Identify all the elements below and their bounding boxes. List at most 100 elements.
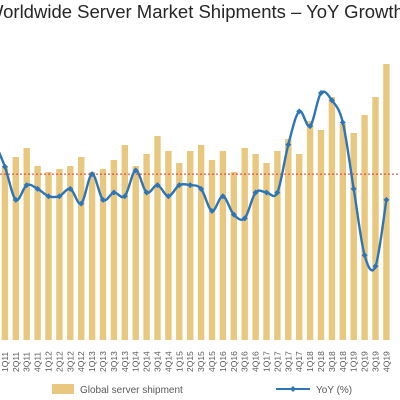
yoy-point-3Q12 (67, 185, 74, 192)
x-tick-2Q15: 2Q15 (185, 351, 195, 372)
bar-4Q14 (165, 151, 172, 340)
x-tick-3Q14: 3Q14 (153, 351, 163, 372)
legend-line-label: YoY (%) (316, 385, 352, 396)
yoy-point-4Q13 (121, 193, 128, 200)
bar-4Q15 (208, 160, 216, 340)
bar-4Q18 (339, 124, 346, 340)
x-tick-4Q18: 4Q18 (338, 351, 348, 372)
yoy-point-1Q12 (45, 193, 52, 200)
bar-1Q18 (306, 121, 314, 340)
bar-2Q19 (361, 115, 368, 340)
yoy-point-4Q11 (34, 185, 41, 192)
x-tick-4Q12: 4Q12 (76, 351, 86, 372)
yoy-point-2Q17 (274, 189, 281, 196)
x-tick-1Q14: 1Q14 (131, 351, 141, 372)
bar-3Q14 (154, 136, 161, 340)
x-tick-4Q11: 4Q11 (33, 352, 43, 372)
yoy-point-2Q11 (12, 196, 19, 203)
bar-3Q18 (328, 97, 336, 340)
yoy-point-1Q14 (132, 167, 139, 174)
x-tick-3Q16: 3Q16 (240, 351, 250, 372)
x-tick-4Q15: 4Q15 (207, 351, 217, 372)
bar-3Q19 (372, 97, 379, 340)
yoy-point-3Q11 (23, 182, 30, 189)
bar-4Q11 (34, 166, 41, 340)
x-tick-4Q19: 4Q19 (381, 351, 391, 372)
yoy-point-2Q18 (318, 89, 324, 96)
yoy-point-1Q18 (307, 123, 314, 130)
x-tick-2Q16: 2Q16 (229, 351, 239, 372)
yoy-point-2Q19 (361, 252, 368, 259)
yoy-point-3Q18 (328, 97, 335, 104)
yoy-point-3Q14 (154, 182, 161, 189)
yoy-point-3Q16 (241, 215, 248, 222)
bar-1Q15 (176, 163, 183, 340)
yoy-point-1Q15 (176, 182, 183, 189)
yoy-point-4Q16 (252, 189, 259, 196)
yoy-point-1Q19 (350, 185, 357, 192)
yoy-point-3Q17 (285, 141, 292, 148)
x-tick-1Q19: 1Q19 (349, 351, 359, 372)
yoy-point-3Q15 (198, 185, 205, 192)
yoy-point-1Q16 (219, 193, 226, 200)
yoy-point-2Q12 (56, 193, 63, 200)
x-tick-1Q15: 1Q15 (174, 351, 184, 372)
yoy-point-3Q19 (372, 263, 379, 270)
x-tick-3Q12: 3Q12 (65, 351, 75, 372)
bar-1Q13 (88, 172, 96, 340)
bar-1Q17 (263, 163, 270, 340)
legend: Global server shipment YoY (%) (52, 384, 352, 396)
bar-1Q12 (45, 172, 52, 340)
yoy-point-2Q15 (187, 182, 194, 189)
x-tick-4Q17: 4Q17 (294, 351, 304, 372)
bar-2Q16 (230, 172, 237, 340)
x-tick-1Q11: 1Q11 (0, 352, 10, 372)
bar-4Q17 (296, 154, 303, 340)
bar-2Q18 (317, 130, 325, 340)
bar-3Q11 (23, 148, 30, 340)
x-tick-2Q18: 2Q18 (316, 351, 326, 372)
x-tick-2Q12: 2Q12 (54, 351, 64, 372)
x-tick-1Q17: 1Q17 (262, 351, 272, 372)
bar-series (1, 64, 390, 340)
x-tick-4Q16: 4Q16 (251, 351, 261, 372)
x-tick-2Q19: 2Q19 (360, 351, 370, 372)
legend-line-marker (290, 386, 296, 392)
x-tick-3Q17: 3Q17 (283, 351, 293, 372)
chart-title: Worldwide Server Market Shipments – YoY … (0, 1, 400, 22)
bar-3Q13 (110, 160, 118, 340)
bar-4Q12 (78, 157, 85, 340)
x-tick-3Q18: 3Q18 (327, 351, 337, 372)
bar-3Q16 (241, 148, 248, 340)
x-tick-1Q16: 1Q16 (218, 351, 228, 372)
bar-3Q17 (285, 139, 292, 340)
x-tick-labels: 4Q101Q112Q113Q114Q111Q122Q123Q124Q121Q13… (0, 351, 391, 372)
x-tick-3Q19: 3Q19 (371, 351, 381, 372)
bar-1Q14 (132, 166, 139, 340)
legend-bar-label: Global server shipment (80, 385, 183, 396)
bar-2Q13 (99, 169, 107, 340)
bar-2Q17 (274, 151, 281, 340)
bar-2Q15 (187, 151, 194, 340)
x-tick-3Q13: 3Q13 (109, 351, 119, 372)
legend-bar-swatch (52, 384, 74, 394)
x-tick-4Q13: 4Q13 (120, 351, 130, 372)
yoy-point-4Q12 (78, 200, 85, 207)
yoy-point-1Q13 (89, 171, 96, 178)
yoy-point-2Q14 (143, 189, 150, 196)
x-tick-1Q13: 1Q13 (87, 351, 97, 372)
bar-2Q12 (56, 169, 63, 340)
bar-4Q13 (121, 145, 128, 340)
bar-2Q14 (143, 154, 150, 340)
x-tick-3Q15: 3Q15 (196, 351, 206, 372)
yoy-point-4Q17 (296, 108, 303, 115)
x-tick-2Q11: 2Q11 (11, 352, 21, 372)
x-tick-1Q18: 1Q18 (305, 351, 315, 372)
bar-4Q16 (252, 154, 259, 340)
yoy-point-4Q15 (209, 207, 215, 214)
bar-1Q11 (1, 166, 9, 340)
yoy-point-4Q18 (339, 119, 346, 126)
yoy-point-1Q11 (1, 163, 8, 170)
bar-1Q16 (219, 151, 227, 340)
